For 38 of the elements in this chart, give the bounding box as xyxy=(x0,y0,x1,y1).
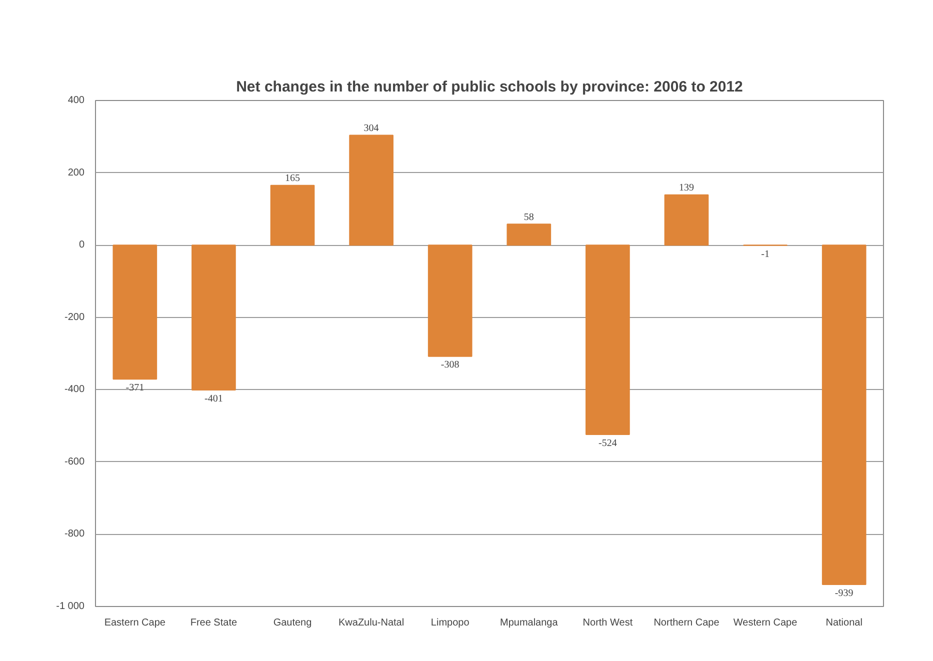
x-tick-label: Limpopo xyxy=(430,618,470,628)
data-label: -1 xyxy=(761,248,770,260)
y-tick-label: -200 xyxy=(64,312,85,323)
data-label: 58 xyxy=(524,212,534,223)
y-tick-label: -400 xyxy=(64,384,85,396)
x-tick-label: Western Cape xyxy=(733,618,798,628)
data-label: 139 xyxy=(679,182,694,194)
x-tick-label: Eastern Cape xyxy=(104,618,166,628)
data-label: -524 xyxy=(598,438,617,449)
x-tick-label: National xyxy=(826,618,862,628)
y-tick-label: 0 xyxy=(78,240,85,251)
bar xyxy=(349,134,394,246)
y-tick-label: -600 xyxy=(64,456,85,468)
y-tick-label: -1 000 xyxy=(56,601,85,612)
bar xyxy=(192,244,236,391)
x-tick-label: North West xyxy=(582,618,633,628)
data-label: -371 xyxy=(126,382,144,394)
data-label: -308 xyxy=(440,360,460,371)
bar xyxy=(112,244,158,380)
data-label: 165 xyxy=(285,173,300,184)
bar xyxy=(822,244,866,585)
x-tick-label: KwaZulu-Natal xyxy=(338,618,404,628)
y-tick-label: -800 xyxy=(64,528,85,540)
bar xyxy=(506,224,552,246)
x-tick-label: Mpumalanga xyxy=(500,618,558,628)
bar xyxy=(270,184,315,246)
bar xyxy=(428,244,472,357)
data-label: -401 xyxy=(204,393,223,404)
data-label: 304 xyxy=(364,122,379,134)
bar xyxy=(586,244,630,435)
bar xyxy=(664,194,709,246)
chart-title: Net changes in the number of public schools by province: 2006 to 2012 xyxy=(236,78,743,96)
y-tick-label: 200 xyxy=(68,167,85,178)
y-tick-label: 400 xyxy=(68,95,85,106)
x-tick-label: Northern Cape xyxy=(654,618,720,628)
data-label: -939 xyxy=(834,588,854,599)
x-tick-label: Free State xyxy=(190,618,238,628)
x-tick-label: Gauteng xyxy=(273,618,312,628)
